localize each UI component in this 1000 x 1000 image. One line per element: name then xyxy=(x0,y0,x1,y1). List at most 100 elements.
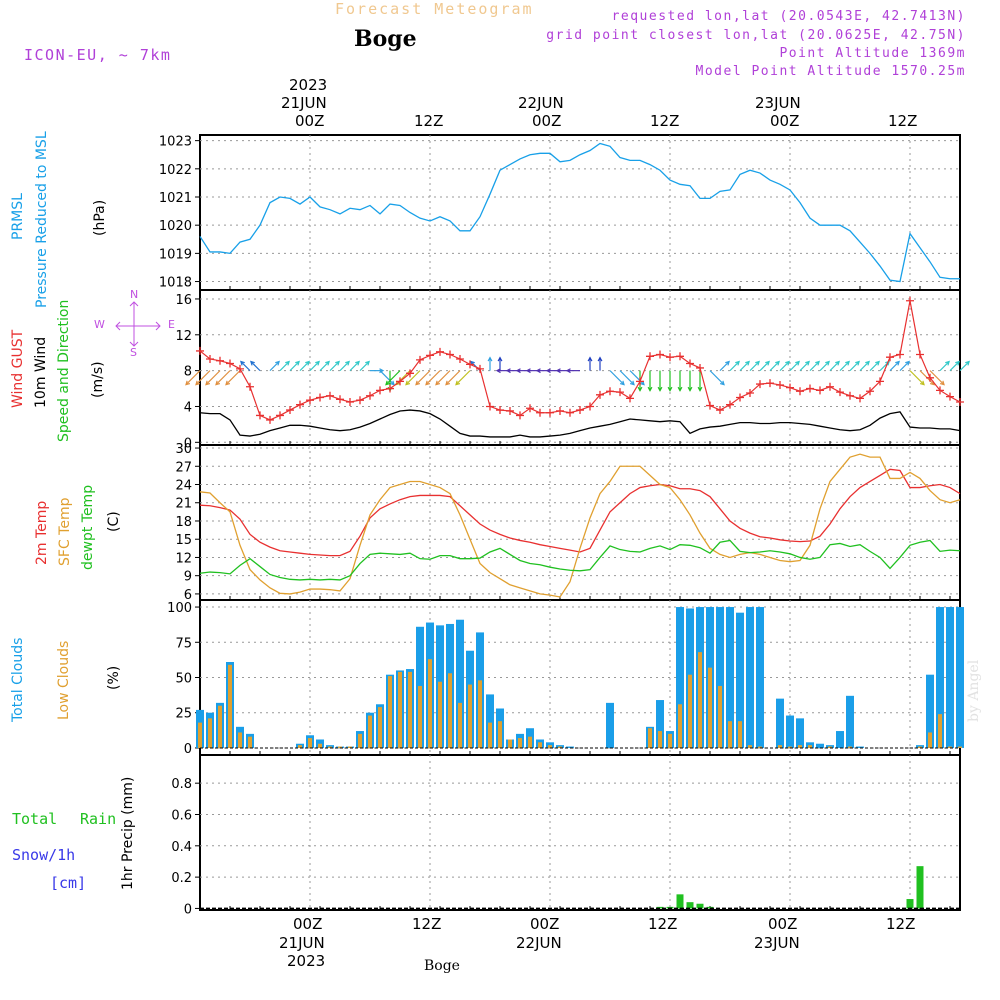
gust-marker xyxy=(906,296,914,305)
wind-arrow xyxy=(609,370,625,386)
gust-marker xyxy=(486,402,494,411)
wind-arrow-head xyxy=(775,360,780,366)
wind-arrow-head xyxy=(895,360,900,366)
wind-arrow-head xyxy=(250,360,255,366)
wind-arrow xyxy=(329,361,340,372)
y-tick-label: 16 xyxy=(175,293,192,308)
bar-low-clouds xyxy=(468,684,472,748)
gust-marker xyxy=(686,359,694,368)
wind-arrow-head xyxy=(545,368,551,374)
top-date-23: 23JUN xyxy=(755,94,801,112)
wind-arrow-head xyxy=(505,368,511,374)
wind-arrow-head xyxy=(647,386,653,392)
bar-low-clouds xyxy=(658,731,662,748)
series-line-prmsl xyxy=(199,142,960,283)
wind-arrow-head xyxy=(275,360,280,366)
wind-arrow-head xyxy=(205,380,211,386)
wind-arrow-head xyxy=(825,360,830,366)
wind-arrow xyxy=(839,361,850,372)
bar-total-clouds xyxy=(756,607,764,748)
gust-marker xyxy=(596,390,604,399)
wind-arrow-head xyxy=(435,380,441,386)
wind-arrow xyxy=(205,370,221,386)
gust-marker xyxy=(926,373,934,382)
gust-marker xyxy=(816,386,824,395)
gust-marker xyxy=(306,396,314,405)
bar-total-clouds xyxy=(916,745,924,748)
bar-low-clouds xyxy=(648,728,652,748)
bar-low-clouds xyxy=(948,746,952,748)
wind-arrow-head xyxy=(487,356,493,362)
bar-total-clouds xyxy=(826,745,834,748)
gust-marker xyxy=(506,406,514,415)
gust-marker xyxy=(266,415,274,424)
top-time-00z-22: 00Z xyxy=(532,112,562,130)
wind-arrow xyxy=(289,361,300,372)
gust-marker xyxy=(726,400,734,409)
wind-arrow-head xyxy=(515,368,521,374)
series-line-temp-1 xyxy=(199,468,961,557)
gust-marker xyxy=(886,353,894,362)
wind-arrow-head xyxy=(240,360,245,366)
gust-marker xyxy=(356,396,364,405)
bar-low-clouds xyxy=(448,673,452,748)
wind-arrow xyxy=(769,361,780,372)
bar-total-clouds xyxy=(716,607,724,748)
gust-marker xyxy=(276,411,284,420)
compass-s: S xyxy=(130,346,137,359)
bar-precip xyxy=(676,894,684,909)
wind-arrow-head xyxy=(285,360,290,366)
gust-marker xyxy=(236,364,244,373)
wind-arrow-head xyxy=(195,380,201,386)
model-label: ICON-EU, ~ 7km xyxy=(24,46,172,64)
wind-arrow-head xyxy=(425,380,431,386)
gust-marker xyxy=(526,404,534,413)
wind-arrow xyxy=(379,370,395,386)
gust-marker xyxy=(566,408,574,417)
bar-low-clouds xyxy=(318,743,322,748)
bottom-time-00z-22: 00Z xyxy=(530,915,560,933)
bar-total-clouds xyxy=(956,607,964,748)
bar-total-clouds xyxy=(556,745,564,748)
wind-arrow-head xyxy=(335,360,340,366)
gust-marker xyxy=(286,406,294,415)
wind-arrow-head xyxy=(687,386,693,392)
series-line-wind10m xyxy=(199,409,961,438)
wind-arrow-head xyxy=(637,386,643,392)
y-tick-label: 1018 xyxy=(159,276,192,291)
gust-marker xyxy=(946,392,954,401)
wind-arrow xyxy=(889,361,900,372)
gust-marker xyxy=(636,377,644,386)
wind-arrow-head xyxy=(325,360,330,366)
bar-low-clouds xyxy=(348,746,352,748)
bottom-time-12z-22: 12Z xyxy=(648,915,678,933)
top-time-12z-22: 12Z xyxy=(650,112,680,130)
wind-arrow xyxy=(215,370,231,386)
y-tick-label: 1021 xyxy=(159,191,192,206)
bar-low-clouds xyxy=(718,685,722,748)
gust-marker xyxy=(756,380,764,389)
gust-marker xyxy=(616,388,624,397)
bar-total-clouds xyxy=(936,607,944,748)
bar-low-clouds xyxy=(478,680,482,748)
bottom-time-12z-23: 12Z xyxy=(886,915,916,933)
bar-total-clouds xyxy=(946,607,954,748)
wind-arrow xyxy=(299,361,310,372)
wind-arrow xyxy=(849,361,860,372)
gust-marker xyxy=(386,384,394,393)
wind-arrow xyxy=(719,361,730,372)
gust-marker xyxy=(216,356,224,365)
wind-arrow-head xyxy=(885,360,890,366)
panel-frame-1 xyxy=(199,134,961,291)
gust-marker xyxy=(476,364,484,373)
y-tick-label: 75 xyxy=(175,636,192,651)
bar-low-clouds xyxy=(438,681,442,748)
wind-arrow-head xyxy=(939,380,945,386)
bar-total-clouds xyxy=(746,607,754,748)
bar-total-clouds xyxy=(796,718,804,748)
bar-total-clouds xyxy=(846,695,854,748)
wind-arrow xyxy=(759,361,770,372)
bar-low-clouds xyxy=(548,745,552,748)
y-tick-label: 0.2 xyxy=(171,871,192,886)
y-tick-label: 1020 xyxy=(159,219,192,234)
